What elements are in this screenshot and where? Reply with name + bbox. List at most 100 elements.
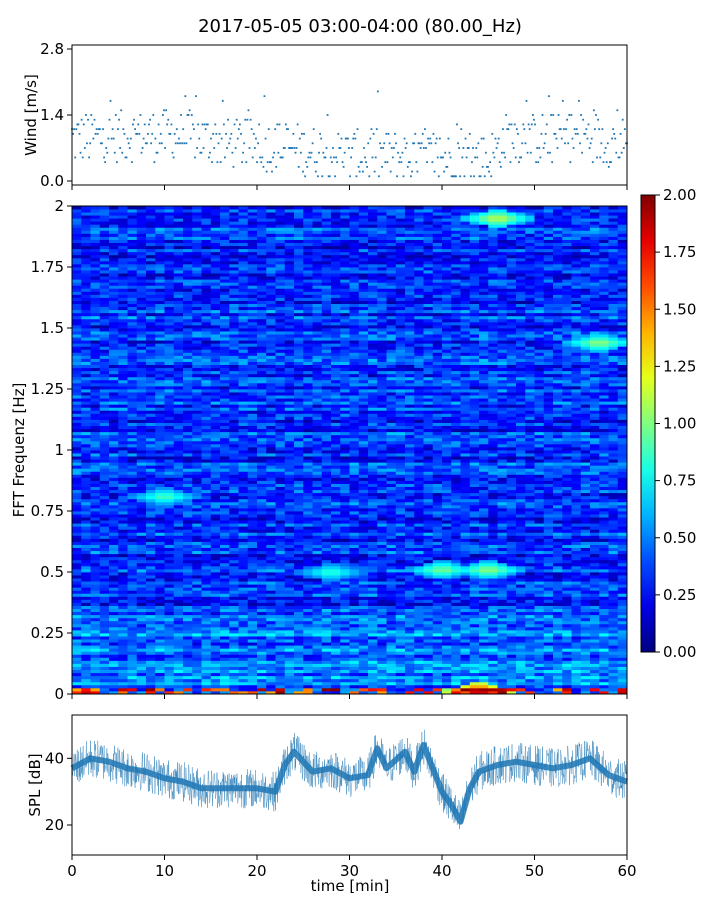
spectrogram-cell xyxy=(275,605,286,609)
spectrogram-cell xyxy=(405,529,415,533)
spectrogram-cell xyxy=(451,684,461,689)
spectrogram-cell xyxy=(155,623,165,628)
spectrogram-cell xyxy=(220,639,230,643)
spectrogram-cell xyxy=(99,593,110,597)
spectrogram-cell xyxy=(469,498,480,503)
spectrogram-cell xyxy=(543,541,554,545)
spectrogram-cell xyxy=(377,517,387,521)
spectrogram-cell xyxy=(266,690,276,695)
spectrogram-cell xyxy=(553,477,563,481)
spectrogram-cell xyxy=(210,678,221,683)
spectrogram-cell xyxy=(423,660,434,664)
spectrogram-cell xyxy=(451,507,461,512)
spectrogram-cell xyxy=(368,578,378,582)
spectrogram-cell xyxy=(81,523,91,527)
spectrogram-cell xyxy=(377,636,387,640)
spectrogram-cell xyxy=(553,623,563,628)
wind-point xyxy=(325,147,328,149)
spectrogram-cell xyxy=(580,672,591,677)
spectrogram-cell xyxy=(229,572,239,576)
wind-point xyxy=(259,156,262,159)
spectrogram-cell xyxy=(516,636,526,640)
spectrogram-cell xyxy=(109,608,119,613)
spectrogram-cell xyxy=(173,501,184,506)
spectrogram-cell xyxy=(377,654,387,658)
spectrogram-cell xyxy=(432,468,443,472)
spectrogram-cell xyxy=(294,498,304,503)
spectrogram-cell xyxy=(386,620,397,625)
spectrogram-cell xyxy=(312,504,323,509)
spectrogram-cell xyxy=(599,636,609,640)
spectrogram-cell xyxy=(155,465,165,469)
spectrogram-cell xyxy=(146,526,156,530)
wind-point xyxy=(336,161,339,164)
spectrogram-cell xyxy=(479,520,489,524)
spectrogram-cell xyxy=(377,468,387,472)
spectrogram-cell xyxy=(136,465,147,469)
spectrogram-cell xyxy=(423,633,434,637)
spectrogram-cell xyxy=(284,596,295,600)
spectrogram-cell xyxy=(247,562,258,567)
wind-point xyxy=(395,142,397,145)
spectrogram-cell xyxy=(423,526,434,530)
wind-point xyxy=(537,161,540,164)
spectrogram-cell xyxy=(516,514,526,518)
spectrogram-cell xyxy=(303,562,313,567)
spectrogram-cell xyxy=(247,593,258,597)
spectrogram-cell xyxy=(331,535,341,539)
spectrogram-cell xyxy=(525,584,535,588)
spectrogram-cell xyxy=(432,477,443,481)
wind-point xyxy=(430,142,433,145)
spectrogram-cell xyxy=(210,526,221,530)
spectrogram-cell xyxy=(201,590,212,594)
spectrogram-cell xyxy=(553,669,563,674)
spectrogram-cell xyxy=(479,514,489,518)
spectrogram-cell xyxy=(164,596,175,600)
spectrogram-cell xyxy=(118,511,128,515)
spectrogram-cell xyxy=(247,480,258,484)
spectrogram-cell xyxy=(451,593,461,597)
spectrogram-cell xyxy=(72,492,82,497)
spectrogram-cell xyxy=(331,669,341,674)
spectrogram-cell xyxy=(90,550,101,555)
spectrogram-cell xyxy=(599,596,609,600)
spectrogram-cell xyxy=(72,477,82,481)
spectrogram-cell xyxy=(516,504,526,509)
spectrogram-cell xyxy=(201,550,212,555)
spectrogram-cell xyxy=(451,633,461,637)
spectrogram-cell xyxy=(257,541,267,545)
spectrogram-cell xyxy=(247,587,258,591)
spectrogram-cell xyxy=(294,511,304,515)
spectrogram-cell xyxy=(497,666,508,670)
spectrogram-cell xyxy=(414,614,424,619)
spectrogram-cell xyxy=(562,654,572,658)
spectrogram-cell xyxy=(229,514,239,518)
spectrogram-cell xyxy=(257,474,267,478)
spectrogram-cell xyxy=(506,477,517,481)
spectrogram-cell xyxy=(488,553,498,558)
spectrogram-cell xyxy=(238,666,249,670)
spectrogram-cell xyxy=(553,550,563,555)
spectrogram-cell xyxy=(109,568,119,573)
spectrogram-cell xyxy=(118,623,128,628)
spectrogram-cell xyxy=(377,629,387,634)
spectrogram-cell xyxy=(247,474,258,478)
wind-point xyxy=(565,128,567,131)
spectrogram-cell xyxy=(349,498,360,503)
spectrogram-cell xyxy=(220,514,230,518)
spectrogram-cell xyxy=(377,617,387,622)
spectrogram-cell xyxy=(266,584,276,588)
spectrogram-cell xyxy=(127,556,138,561)
spectrogram-cell xyxy=(469,675,480,680)
spectrogram-cell xyxy=(127,529,138,533)
spectrogram-cell xyxy=(451,611,461,616)
spectrogram-cell xyxy=(220,556,230,561)
spectrogram-cell xyxy=(183,581,193,585)
spectrogram-cell xyxy=(608,623,619,628)
spectrogram-cell xyxy=(349,669,360,674)
wind-point xyxy=(587,123,590,126)
spectrogram-cell xyxy=(608,620,619,625)
spectrogram-cell xyxy=(516,480,526,484)
spectrogram-cell xyxy=(460,672,471,677)
spectrogram-cell xyxy=(331,471,341,475)
